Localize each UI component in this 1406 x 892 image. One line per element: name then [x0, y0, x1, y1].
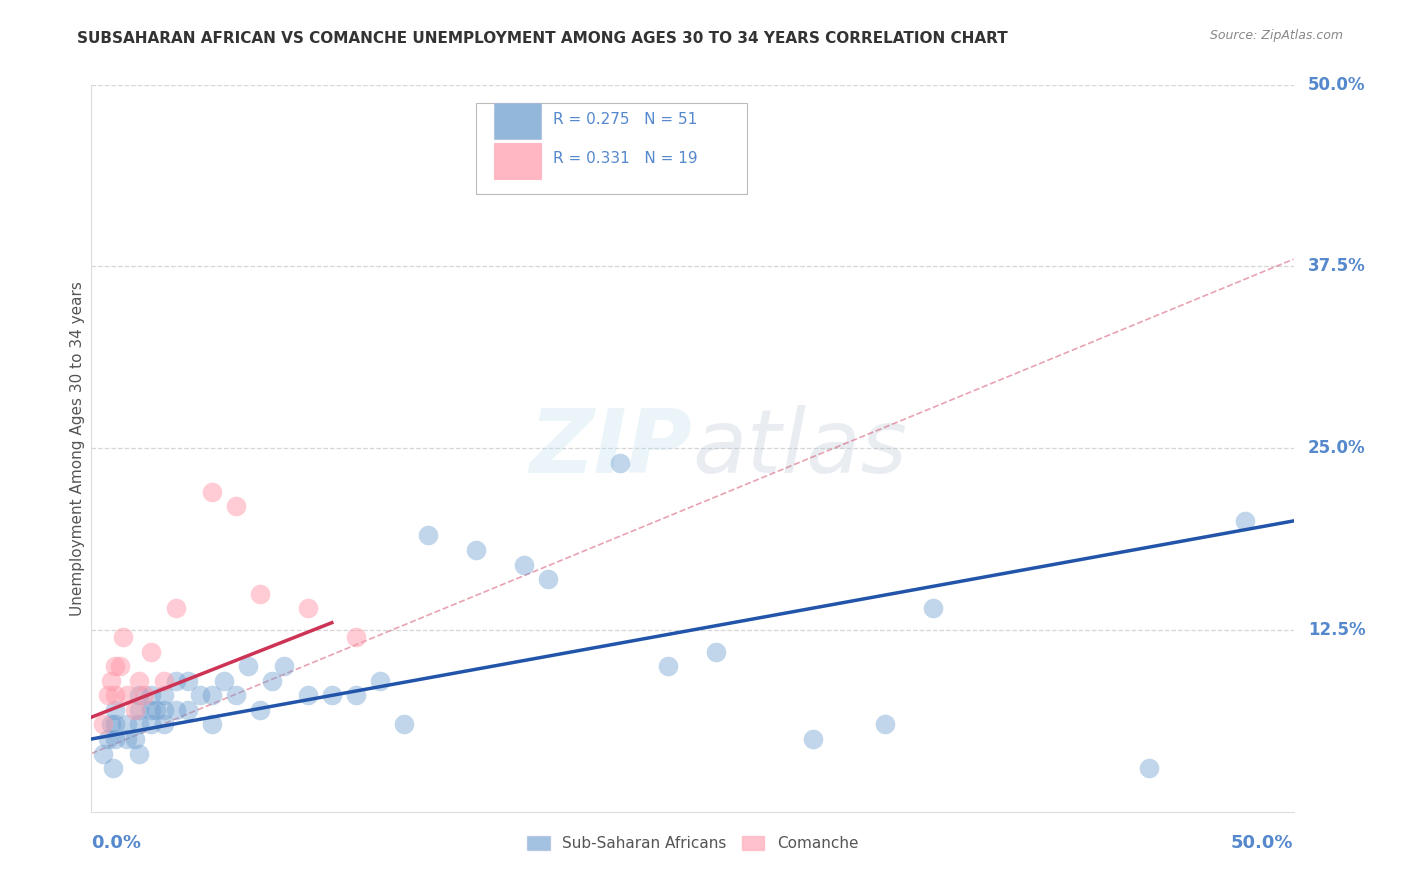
Text: Source: ZipAtlas.com: Source: ZipAtlas.com	[1209, 29, 1343, 42]
Point	[273, 659, 295, 673]
Point	[110, 659, 132, 673]
Point	[657, 659, 679, 673]
Point	[124, 703, 146, 717]
Point	[225, 689, 247, 703]
Point	[128, 673, 150, 688]
Point	[1137, 761, 1160, 775]
Point	[392, 717, 415, 731]
Point	[1234, 514, 1257, 528]
Text: atlas: atlas	[692, 405, 907, 491]
Point	[97, 731, 120, 746]
Point	[117, 689, 139, 703]
Text: SUBSAHARAN AFRICAN VS COMANCHE UNEMPLOYMENT AMONG AGES 30 TO 34 YEARS CORRELATIO: SUBSAHARAN AFRICAN VS COMANCHE UNEMPLOYM…	[77, 31, 1008, 46]
Point	[100, 673, 122, 688]
Point	[416, 528, 439, 542]
FancyBboxPatch shape	[494, 143, 541, 178]
Point	[212, 673, 235, 688]
Point	[100, 717, 122, 731]
Point	[93, 717, 115, 731]
Point	[201, 484, 224, 499]
Point	[141, 645, 163, 659]
Point	[128, 689, 150, 703]
Point	[104, 703, 127, 717]
Text: R = 0.275   N = 51: R = 0.275 N = 51	[553, 112, 697, 128]
Point	[344, 630, 367, 644]
Text: 50.0%: 50.0%	[1308, 76, 1365, 94]
Point	[152, 717, 174, 731]
Point	[152, 673, 174, 688]
Point	[801, 731, 824, 746]
Point	[249, 587, 271, 601]
Point	[165, 703, 187, 717]
Text: 12.5%: 12.5%	[1308, 621, 1365, 639]
Point	[188, 689, 211, 703]
Point	[104, 731, 127, 746]
Point	[145, 703, 167, 717]
Point	[236, 659, 259, 673]
Point	[128, 703, 150, 717]
Point	[93, 747, 115, 761]
Point	[111, 630, 134, 644]
Text: 37.5%: 37.5%	[1308, 258, 1365, 276]
Point	[225, 500, 247, 514]
Point	[706, 645, 728, 659]
Point	[152, 703, 174, 717]
Point	[165, 673, 187, 688]
Point	[134, 689, 156, 703]
Point	[141, 689, 163, 703]
Point	[141, 717, 163, 731]
Point	[609, 456, 631, 470]
Text: ZIP: ZIP	[530, 405, 692, 491]
Point	[104, 659, 127, 673]
Point	[117, 731, 139, 746]
Point	[141, 703, 163, 717]
Text: 0.0%: 0.0%	[91, 833, 142, 852]
Point	[97, 689, 120, 703]
Point	[344, 689, 367, 703]
Legend: Sub-Saharan Africans, Comanche: Sub-Saharan Africans, Comanche	[519, 829, 866, 859]
Point	[201, 689, 224, 703]
Point	[117, 717, 139, 731]
Point	[152, 689, 174, 703]
Point	[297, 689, 319, 703]
Point	[368, 673, 391, 688]
Point	[128, 717, 150, 731]
Point	[176, 673, 198, 688]
Point	[513, 558, 536, 572]
Point	[465, 543, 488, 558]
Text: 50.0%: 50.0%	[1232, 833, 1294, 852]
Point	[297, 601, 319, 615]
Point	[165, 601, 187, 615]
Point	[873, 717, 896, 731]
Text: R = 0.331   N = 19: R = 0.331 N = 19	[553, 152, 697, 167]
Point	[101, 761, 124, 775]
Text: 25.0%: 25.0%	[1308, 439, 1365, 458]
Point	[104, 689, 127, 703]
FancyBboxPatch shape	[494, 103, 541, 139]
Point	[201, 717, 224, 731]
Point	[124, 731, 146, 746]
Point	[176, 703, 198, 717]
Point	[128, 747, 150, 761]
Point	[104, 717, 127, 731]
Point	[321, 689, 343, 703]
Y-axis label: Unemployment Among Ages 30 to 34 years: Unemployment Among Ages 30 to 34 years	[70, 281, 84, 615]
Point	[249, 703, 271, 717]
Point	[922, 601, 945, 615]
Point	[537, 572, 560, 586]
Point	[260, 673, 283, 688]
FancyBboxPatch shape	[477, 103, 747, 194]
